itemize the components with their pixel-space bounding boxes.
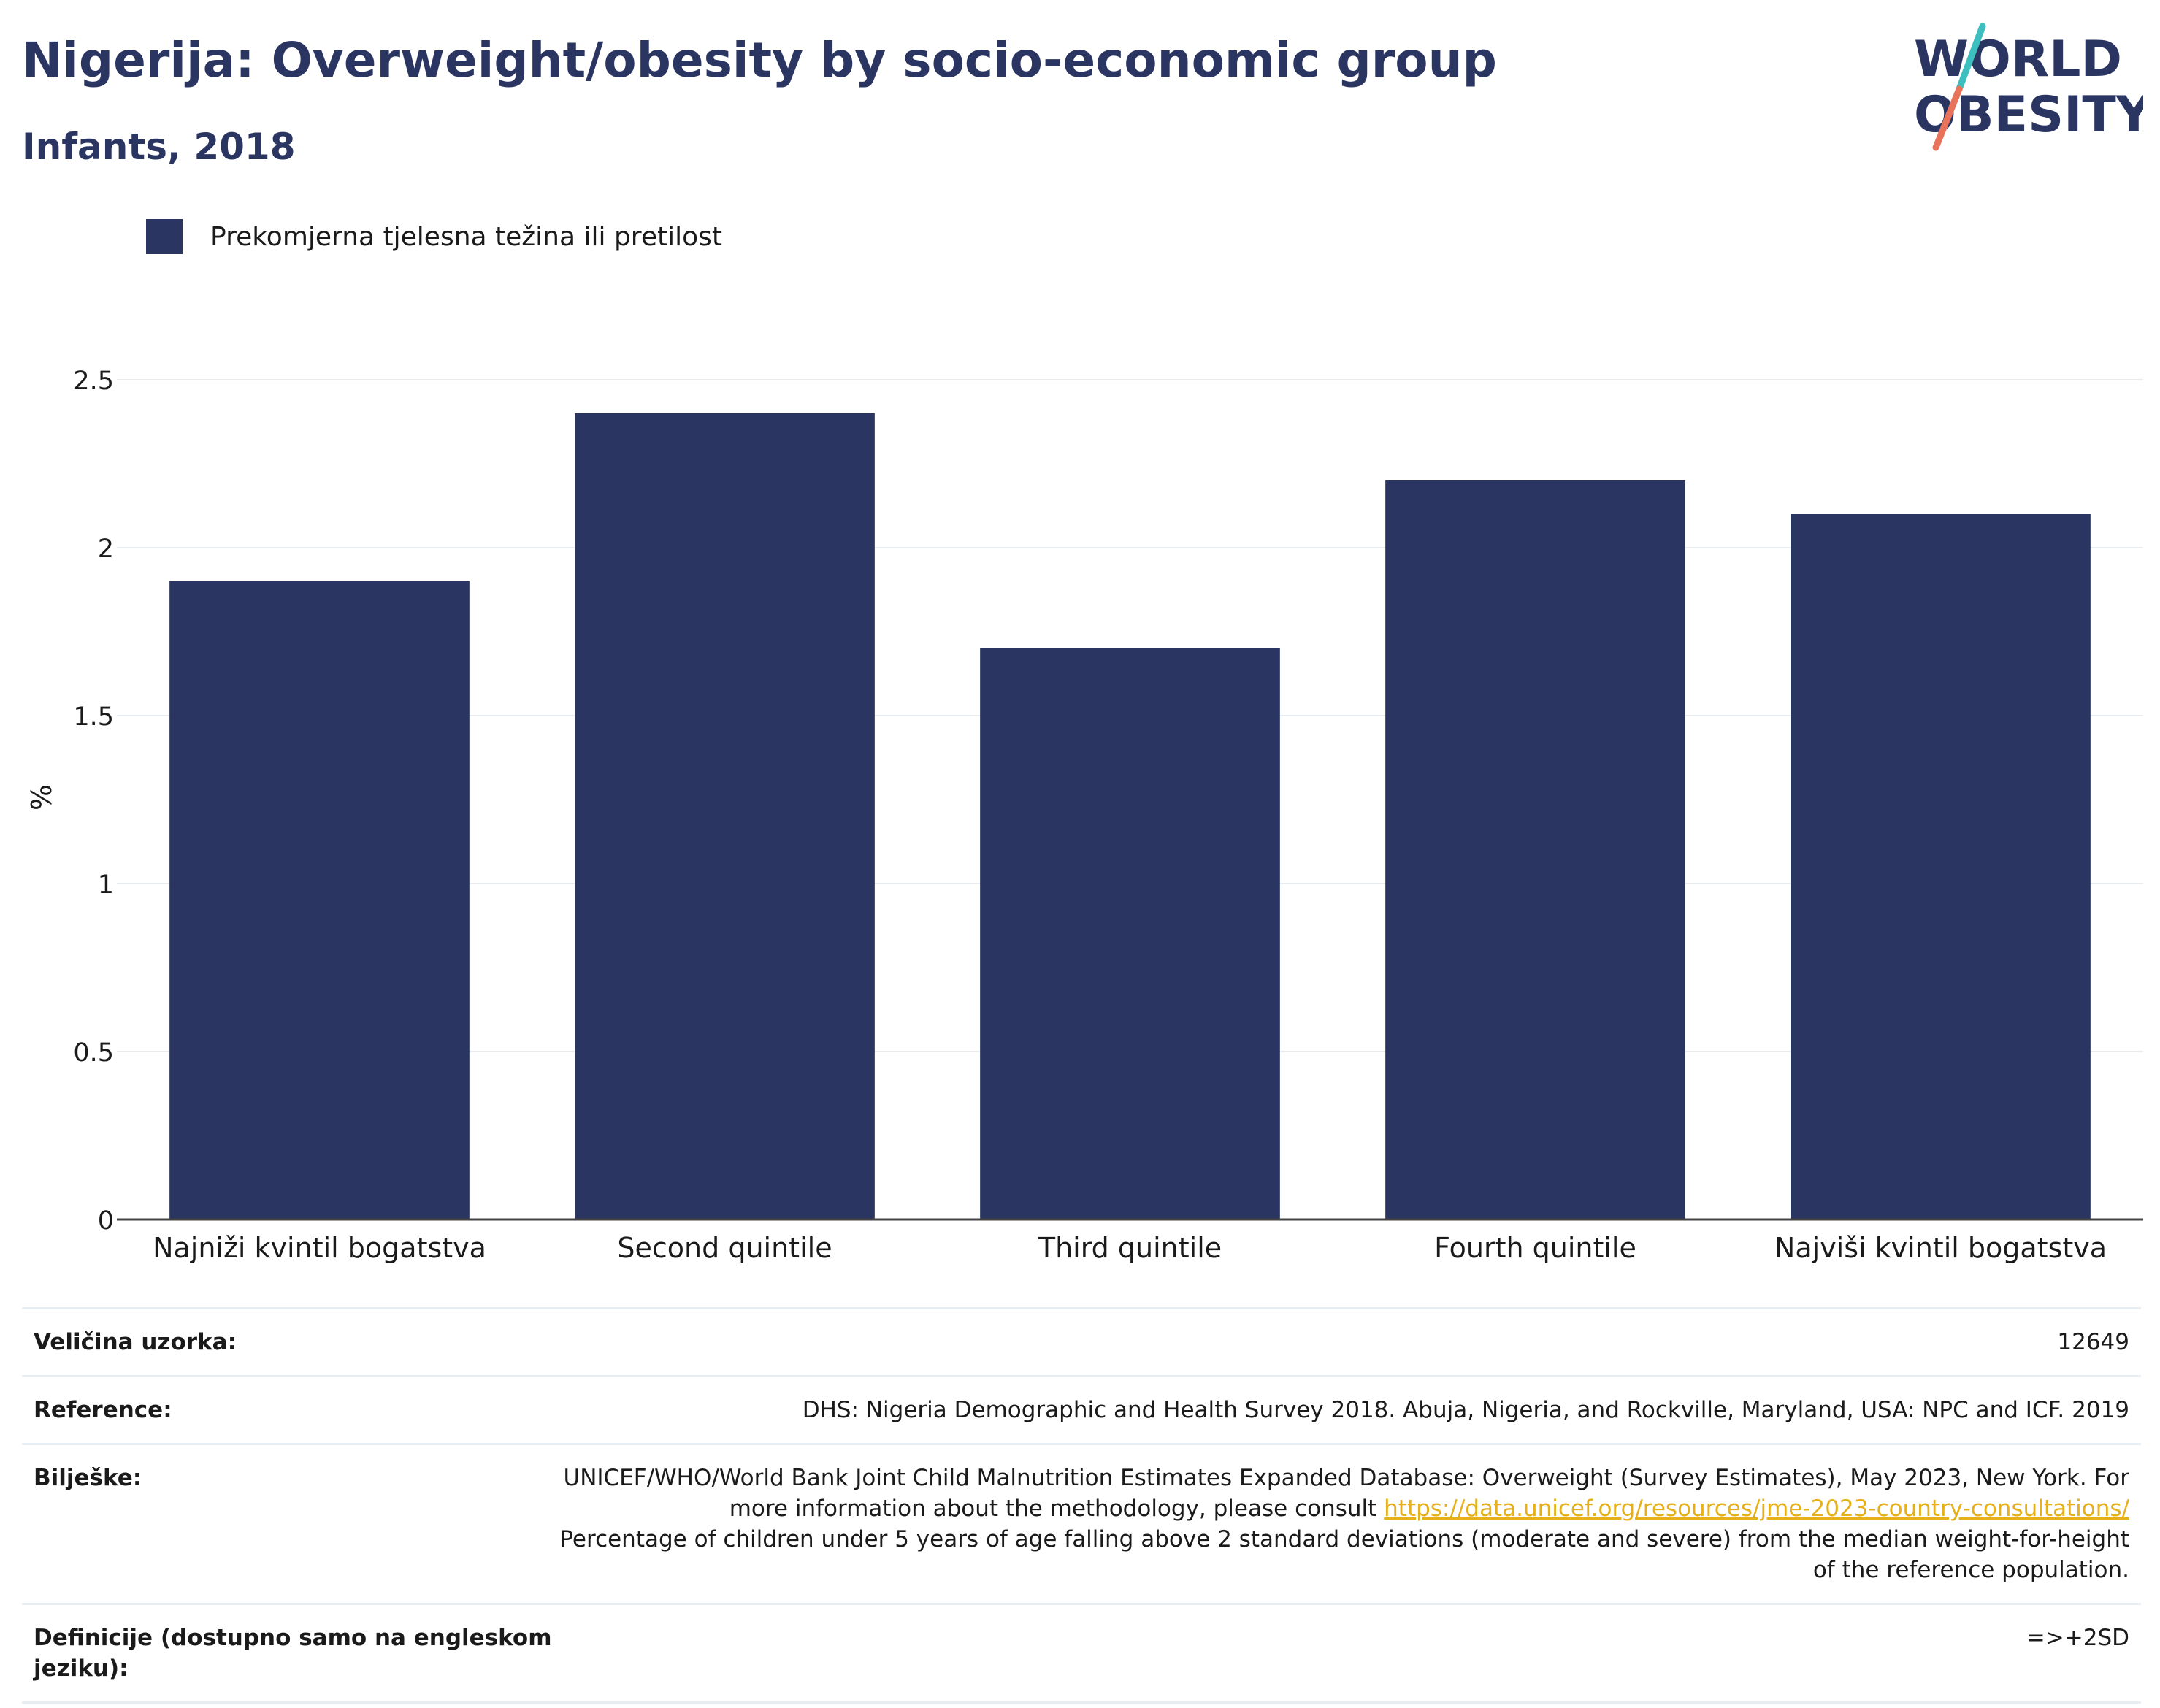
info-label: Veličina uzorka: <box>34 1329 237 1355</box>
bar <box>1385 480 1685 1219</box>
info-value: =>+2SD <box>2026 1625 2129 1651</box>
info-label: Bilješke: <box>34 1465 142 1491</box>
chart-title: Nigerija: Overweight/obesity by socio-ec… <box>22 32 1497 88</box>
bar <box>1791 514 2091 1219</box>
notes-text: UNICEF/WHO/World Bank Joint Child Malnut… <box>563 1465 2130 1522</box>
bars <box>169 413 2091 1219</box>
bar-chart: 0 0.5 1 1.5 2 2.5 Najniži kvintil bogatstva Sec… <box>26 367 2143 1264</box>
y-tick-label: 0.5 <box>73 1038 114 1068</box>
x-tick-label: Third quintile <box>1038 1232 1222 1264</box>
info-label: Reference: <box>34 1397 172 1423</box>
logo-slash-teal <box>1956 23 1986 93</box>
notes-definition-text: Percentage of children under 5 years of … <box>559 1526 2129 1583</box>
methodology-link[interactable]: https://data.unicef.org/resources/jme-20… <box>1384 1496 2129 1522</box>
y-tick-label: 1.5 <box>73 702 114 732</box>
legend-label: Prekomjerna tjelesna težina ili pretilos… <box>210 221 722 252</box>
chart-subtitle: Infants, 2018 <box>22 126 296 168</box>
info-value: DHS: Nigeria Demographic and Health Surv… <box>802 1397 2129 1423</box>
x-tick-label: Najviši kvintil bogatstva <box>1774 1232 2107 1264</box>
info-label: Definicije (dostupno samo na engleskom j… <box>34 1625 552 1682</box>
legend-swatch <box>146 219 183 254</box>
x-tick-label: Second quintile <box>617 1232 832 1264</box>
info-value: 12649 <box>2057 1329 2129 1355</box>
world-obesity-logo: WORLD OBESITY <box>1914 23 2143 151</box>
x-tick-label: Fourth quintile <box>1434 1232 1636 1264</box>
y-axis-label: % <box>26 784 58 811</box>
info-row-reference: Reference: DHS: Nigeria Demographic and … <box>22 1375 2141 1443</box>
logo-line1: WORLD <box>1914 31 2122 88</box>
y-tick-label: 0 <box>98 1206 114 1236</box>
y-tick-label: 2 <box>98 535 114 564</box>
legend: Prekomjerna tjelesna težina ili pretilos… <box>146 218 722 256</box>
bar <box>980 648 1280 1219</box>
info-row-sample-size: Veličina uzorka: 12649 <box>22 1307 2141 1375</box>
y-tick-label: 1 <box>98 870 114 900</box>
bar <box>575 413 875 1219</box>
logo-slash-coral <box>1932 85 1963 151</box>
info-row-notes: Bilješke: UNICEF/WHO/World Bank Joint Ch… <box>22 1443 2141 1603</box>
bar <box>169 581 470 1219</box>
info-value: UNICEF/WHO/World Bank Joint Child Malnut… <box>559 1463 2129 1585</box>
info-table: Veličina uzorka: 12649 Reference: DHS: N… <box>22 1307 2141 1704</box>
axes: 0 0.5 1 1.5 2 2.5 Najniži kvintil bogatstva Sec… <box>73 367 2143 1264</box>
info-row-definitions: Definicije (dostupno samo na engleskom j… <box>22 1603 2141 1704</box>
y-tick-label: 2.5 <box>73 367 114 396</box>
x-tick-label: Najniži kvintil bogatstva <box>153 1232 486 1264</box>
